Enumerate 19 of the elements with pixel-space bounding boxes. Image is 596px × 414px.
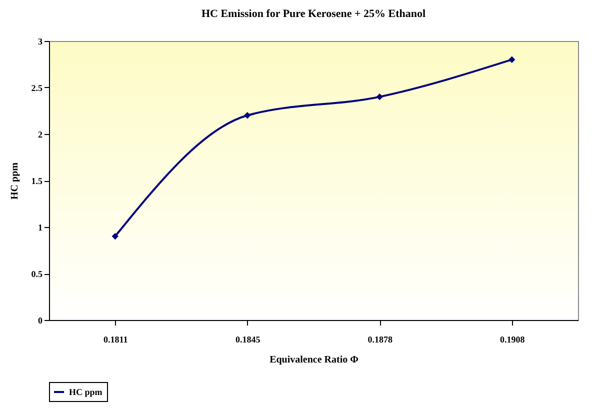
- x-axis-title: Equivalence Ratio Φ: [270, 354, 358, 366]
- y-tick-label: 3: [38, 36, 43, 46]
- y-tick-label: 0.5: [31, 269, 43, 279]
- point: [376, 93, 383, 100]
- y-tick-label: 0: [38, 316, 43, 326]
- chart-title: HC Emission for Pure Kerosene + 25% Ethanol: [201, 8, 426, 20]
- point: [508, 56, 516, 63]
- y-tick-label: 1: [38, 222, 43, 232]
- point: [244, 112, 251, 119]
- y-tick-label: 1.5: [31, 176, 43, 186]
- x-tick-label: 0.1908: [500, 334, 526, 344]
- legend-label: HC ppm: [69, 387, 103, 397]
- y-tick-label: 2: [38, 130, 43, 140]
- point: [112, 232, 118, 240]
- x-tick-label: 0.1878: [368, 334, 393, 344]
- y-axis-title: HC ppm: [9, 162, 20, 200]
- x-tick-label: 0.1811: [103, 334, 128, 344]
- y-tick-label: 2.5: [31, 83, 43, 93]
- x-tick-label: 0.1845: [236, 334, 261, 344]
